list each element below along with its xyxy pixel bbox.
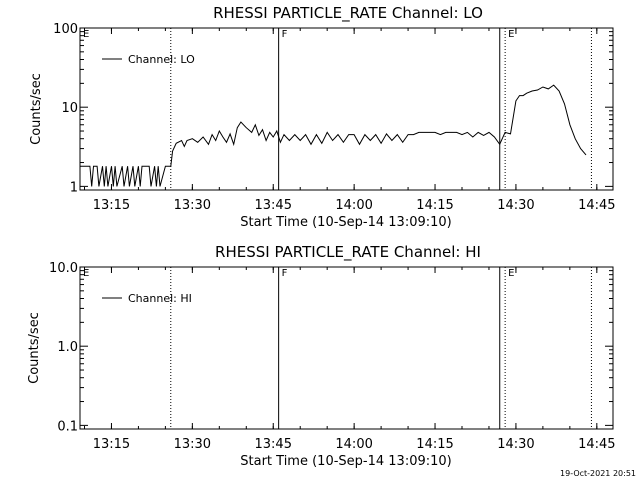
- hi-x-tick-label: 13:30: [174, 437, 211, 452]
- lo-series-line: [80, 84, 587, 187]
- lo-chart-title: RHESSI PARTICLE_RATE Channel: LO: [213, 4, 483, 23]
- lo-y-tick-label: 10: [61, 101, 78, 116]
- hi-x-tick-label: 14:15: [416, 437, 453, 452]
- hi-x-tick-label: 13:15: [93, 437, 130, 452]
- lo-x-tick-label: 13:45: [255, 198, 292, 213]
- hi-y-axis-label: Counts/sec: [27, 312, 42, 384]
- hi-legend: Channel: HI: [102, 292, 192, 305]
- hi-marker-label: E: [83, 268, 89, 279]
- lo-y-tick-label: 100: [53, 22, 78, 37]
- lo-x-tick-label: 14:30: [497, 198, 534, 213]
- generation-timestamp: 19-Oct-2021 20:51: [560, 469, 636, 478]
- lo-panel: RHESSI PARTICLE_RATE Channel: LO E F E 13:…: [29, 4, 616, 230]
- lo-x-axis: 13:15 13:30 13:45 14:00 14:15 14:30 14:45: [83, 28, 616, 213]
- hi-chart-title: RHESSI PARTICLE_RATE Channel: HI: [215, 243, 481, 262]
- lo-y-axis-label: Counts/sec: [29, 73, 44, 145]
- hi-marker-label: E: [508, 268, 514, 279]
- hi-y-tick-label: 1.0: [57, 340, 78, 355]
- hi-y-tick-label: 10.0: [49, 261, 78, 276]
- lo-x-axis-label: Start Time (10-Sep-14 13:09:10): [240, 215, 451, 230]
- lo-marker-label: E: [508, 29, 514, 40]
- lo-x-tick-label: 14:00: [335, 198, 372, 213]
- lo-y-axis: 1 10 100: [53, 22, 613, 195]
- lo-marker-label: E: [83, 29, 89, 40]
- hi-legend-label: Channel: HI: [128, 292, 192, 305]
- hi-x-axis-label: Start Time (10-Sep-14 13:09:10): [240, 454, 451, 469]
- lo-legend: Channel: LO: [102, 53, 195, 66]
- lo-y-tick-label: 1: [70, 180, 78, 195]
- hi-x-tick-label: 14:30: [497, 437, 534, 452]
- lo-x-tick-label: 13:30: [174, 198, 211, 213]
- hi-marker-label: F: [282, 268, 288, 279]
- lo-legend-label: Channel: LO: [128, 53, 195, 66]
- hi-panel: RHESSI PARTICLE_RATE Channel: HI E F E 13:…: [27, 243, 616, 469]
- lo-x-tick-label: 13:15: [93, 198, 130, 213]
- hi-y-axis: 0.1 1.0 10.0: [49, 261, 613, 434]
- lo-x-tick-label: 14:45: [578, 198, 615, 213]
- lo-marker-label: F: [282, 29, 288, 40]
- lo-x-tick-label: 14:15: [416, 198, 453, 213]
- hi-x-axis: 13:15 13:30 13:45 14:00 14:15 14:30 14:45: [83, 267, 616, 452]
- hi-x-tick-label: 14:45: [578, 437, 615, 452]
- hi-x-tick-label: 14:00: [335, 437, 372, 452]
- hi-y-tick-label: 0.1: [57, 419, 78, 434]
- hi-x-tick-label: 13:45: [255, 437, 292, 452]
